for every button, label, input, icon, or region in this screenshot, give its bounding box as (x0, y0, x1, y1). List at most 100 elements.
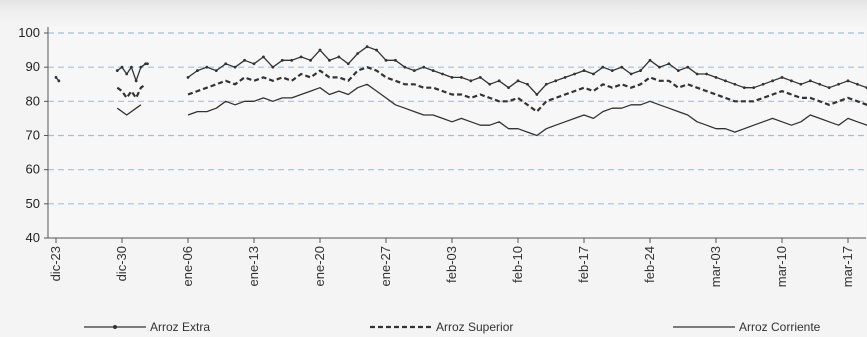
plot-area (48, 27, 866, 238)
x-tick-label-mar-17: mar-17 (840, 246, 855, 287)
series-marker (309, 58, 312, 62)
series-marker (535, 93, 539, 96)
x-tick-label-ene-20: ene-20 (312, 246, 327, 286)
series-marker (658, 65, 661, 69)
x-tick-label-dic-23: dic-23 (48, 246, 63, 281)
series-arroz-corriente (116, 83, 867, 137)
x-tick-label-feb-10: feb-10 (510, 246, 525, 283)
series-marker (780, 76, 784, 79)
x-tick-label-feb-17: feb-17 (576, 246, 591, 283)
series-marker (290, 58, 294, 62)
legend-label: Arroz Extra (150, 320, 210, 334)
series-marker (676, 69, 680, 72)
series-marker (57, 79, 61, 83)
series-marker (705, 72, 708, 76)
series-marker (196, 69, 199, 72)
series-arroz-extra (54, 45, 867, 96)
legend: Arroz Extra Arroz Superior Arroz Corriente (84, 320, 821, 334)
series-line-segment (116, 104, 142, 116)
y-tick-label-50: 50 (26, 196, 40, 211)
series-marker (318, 48, 322, 52)
series-marker (629, 72, 633, 76)
x-tick-label-ene-06: ene-06 (180, 246, 195, 286)
y-tick-label-70: 70 (26, 128, 40, 143)
series-marker (146, 62, 149, 66)
series-marker (460, 76, 463, 79)
series-marker (450, 76, 454, 79)
series-marker (205, 65, 209, 69)
x-tick-label-mar-10: mar-10 (774, 246, 789, 287)
series-marker (186, 76, 190, 79)
series-marker (365, 45, 369, 49)
series-marker (422, 65, 426, 69)
series-marker (516, 79, 520, 83)
series-marker (280, 58, 284, 62)
series-marker (667, 62, 671, 66)
series-marker (243, 58, 246, 62)
series-marker (554, 79, 558, 83)
x-tick-label-ene-13: ene-13 (246, 246, 261, 286)
series-marker (488, 82, 492, 86)
series-marker (818, 82, 822, 86)
y-tick-label-100: 100 (18, 25, 40, 40)
x-tick-label-mar-03: mar-03 (708, 246, 723, 287)
x-tick-label-ene-27: ene-27 (378, 246, 393, 286)
series-marker (431, 69, 435, 72)
x-tick-label-feb-03: feb-03 (444, 246, 459, 283)
series-marker (130, 65, 133, 69)
x-tick-label-dic-30: dic-30 (114, 246, 129, 281)
series-marker (856, 82, 859, 86)
series-marker (620, 65, 624, 69)
series-marker (214, 69, 218, 72)
series-marker (724, 79, 727, 83)
series-marker (346, 62, 350, 66)
series-marker (375, 48, 378, 52)
series-marker (139, 65, 143, 69)
series-lines (54, 45, 867, 137)
series-marker (563, 76, 567, 79)
x-tick-label-feb-24: feb-24 (642, 246, 657, 283)
legend-label: Arroz Corriente (739, 320, 821, 334)
series-marker (115, 69, 119, 72)
series-marker (233, 65, 237, 69)
legend-item-arroz-corriente: Arroz Corriente (673, 320, 821, 334)
legend-item-arroz-extra: Arroz Extra (84, 320, 210, 334)
series-marker (412, 69, 416, 72)
series-line-segment (187, 83, 867, 137)
series-marker (120, 65, 124, 69)
series-marker (686, 65, 690, 69)
series-marker (299, 55, 303, 59)
series-marker (592, 72, 595, 76)
series-marker (271, 65, 275, 69)
series-marker (790, 79, 793, 83)
series-marker (771, 79, 774, 83)
series-marker (356, 52, 360, 55)
series-marker (752, 86, 756, 90)
series-line-segment (116, 83, 147, 99)
series-marker (808, 79, 812, 83)
series-marker (610, 69, 614, 72)
series-marker (134, 79, 138, 83)
series-marker (394, 58, 397, 62)
series-marker (695, 72, 699, 76)
series-marker (337, 55, 341, 59)
series-marker (252, 62, 256, 66)
series-marker (742, 86, 746, 90)
series-marker (526, 82, 529, 86)
series-marker (262, 55, 265, 59)
series-arroz-superior (116, 66, 867, 113)
series-marker (441, 72, 444, 76)
series-marker (733, 82, 737, 86)
series-marker (601, 65, 605, 69)
legend-marker (113, 325, 117, 329)
y-tick-label-40: 40 (26, 230, 40, 245)
gridlines (48, 27, 866, 238)
series-marker (799, 82, 803, 86)
legend-item-arroz-superior: Arroz Superior (370, 320, 513, 334)
series-marker (827, 86, 831, 90)
axes: 40 50 60 70 80 90 100 dic-23 dic-30 ene-06 ene-13 e… (18, 25, 866, 287)
series-marker (403, 65, 407, 69)
series-marker (328, 58, 331, 62)
series-marker (582, 69, 586, 72)
